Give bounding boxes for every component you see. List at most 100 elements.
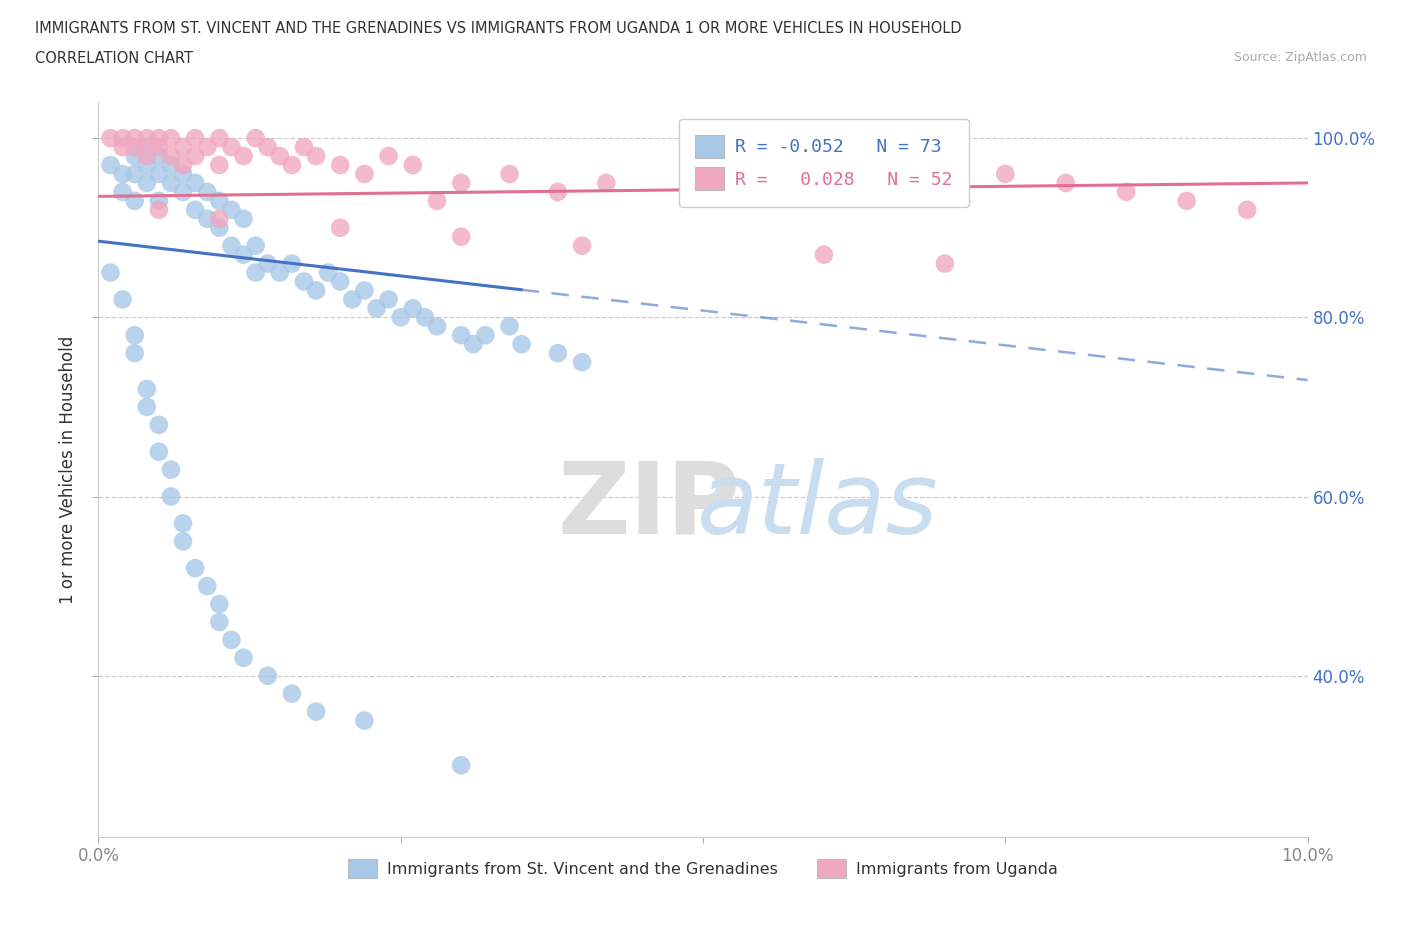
Point (111, 292, 134, 307)
Point (245, 131, 267, 146)
Point (813, 247, 835, 262)
Point (111, 184, 134, 199)
Point (547, 184, 569, 199)
Point (111, 166, 134, 181)
Point (184, 203, 207, 218)
Point (256, 669, 278, 684)
Point (595, 176, 617, 191)
Point (402, 157, 425, 172)
Point (498, 319, 520, 334)
Point (148, 131, 170, 146)
Point (510, 337, 533, 352)
Point (208, 193, 231, 208)
Point (752, 166, 775, 181)
Point (316, 265, 339, 280)
Point (172, 140, 194, 154)
Point (366, 301, 388, 316)
Point (329, 274, 352, 289)
Point (208, 220, 231, 235)
Point (184, 176, 207, 191)
Point (377, 292, 399, 307)
Point (281, 686, 304, 701)
Point (934, 157, 956, 172)
Point (111, 131, 134, 146)
Point (111, 140, 134, 154)
Point (232, 211, 254, 226)
Point (124, 327, 146, 342)
Point (873, 184, 896, 199)
Point (305, 149, 328, 164)
Point (135, 140, 157, 154)
Point (100, 131, 122, 146)
Point (1175, 193, 1198, 208)
Point (160, 462, 183, 477)
Point (292, 140, 315, 154)
Point (195, 184, 218, 199)
Point (184, 149, 207, 164)
Y-axis label: 1 or more Vehicles in Household: 1 or more Vehicles in Household (59, 336, 77, 604)
Point (160, 149, 183, 164)
Point (342, 292, 364, 307)
Point (148, 149, 170, 164)
Point (232, 149, 254, 164)
Point (172, 184, 194, 199)
Point (148, 140, 170, 154)
Point (450, 327, 472, 342)
Point (135, 400, 157, 415)
Point (184, 131, 207, 146)
Point (124, 166, 146, 181)
Point (498, 166, 520, 181)
Point (148, 418, 170, 432)
Point (813, 176, 835, 191)
Point (402, 301, 425, 316)
Point (160, 176, 183, 191)
Point (124, 140, 146, 154)
Point (305, 704, 328, 719)
Point (281, 157, 304, 172)
Point (450, 176, 472, 191)
Text: CORRELATION CHART: CORRELATION CHART (35, 51, 193, 66)
Point (208, 131, 231, 146)
Point (184, 561, 207, 576)
Point (1236, 203, 1258, 218)
Point (221, 140, 243, 154)
Point (413, 310, 436, 325)
Point (148, 166, 170, 181)
Point (256, 256, 278, 271)
Point (135, 381, 157, 396)
Point (135, 176, 157, 191)
Point (232, 247, 254, 262)
Point (547, 346, 569, 361)
Point (148, 193, 170, 208)
Point (208, 157, 231, 172)
Point (571, 238, 593, 253)
Point (148, 445, 170, 459)
Point (353, 713, 375, 728)
Point (195, 140, 218, 154)
Point (329, 157, 352, 172)
Point (934, 256, 956, 271)
Point (135, 131, 157, 146)
Point (245, 238, 267, 253)
Point (135, 149, 157, 164)
Text: ZIP: ZIP (558, 458, 741, 555)
Point (208, 597, 231, 612)
Point (160, 131, 183, 146)
Point (353, 283, 375, 298)
Point (160, 157, 183, 172)
Point (329, 220, 352, 235)
Point (994, 166, 1017, 181)
Point (100, 265, 122, 280)
Point (1115, 184, 1137, 199)
Legend: Immigrants from St. Vincent and the Grenadines, Immigrants from Uganda: Immigrants from St. Vincent and the Gren… (342, 853, 1064, 884)
Point (269, 149, 291, 164)
Point (474, 327, 496, 342)
Point (426, 319, 449, 334)
Point (100, 157, 122, 172)
Point (377, 149, 399, 164)
Point (256, 140, 278, 154)
Point (269, 265, 291, 280)
Point (172, 516, 194, 531)
Point (305, 283, 328, 298)
Point (353, 166, 375, 181)
